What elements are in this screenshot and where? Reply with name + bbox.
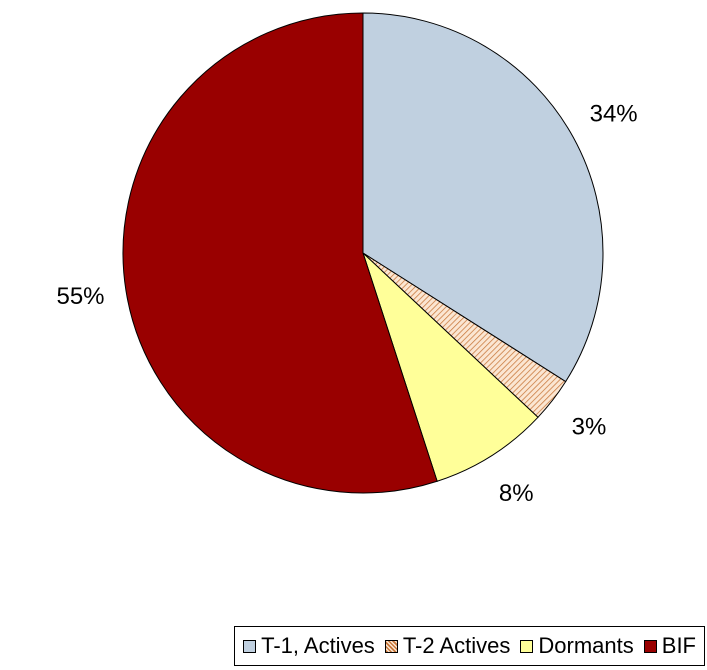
pie-slice — [362, 12, 604, 383]
data-label: 55% — [56, 283, 104, 310]
pie-slice — [362, 252, 539, 482]
legend-swatch — [384, 639, 398, 653]
legend-label: BIF — [661, 633, 696, 658]
legend-item: T-1, Actives — [243, 633, 375, 659]
legend-item: T-2 Actives — [384, 633, 511, 659]
data-label: 3% — [572, 414, 607, 441]
legend-label: Dormants — [538, 633, 634, 658]
legend-swatch — [243, 639, 257, 653]
data-label: 34% — [590, 101, 638, 128]
legend-item: Dormants — [520, 633, 634, 659]
legend-swatch — [643, 639, 657, 653]
chart: 34% 3% 8% 55% — [56, 12, 638, 507]
legend-swatch — [520, 639, 534, 653]
data-label: 8% — [499, 480, 534, 507]
legend: T-1, Actives T-2 Actives Dormants BIF — [234, 626, 705, 666]
legend-item: BIF — [643, 633, 696, 659]
pie-slice — [122, 12, 438, 494]
legend-label: T-1, Actives — [261, 633, 375, 658]
legend-label: T-2 Actives — [402, 633, 511, 658]
